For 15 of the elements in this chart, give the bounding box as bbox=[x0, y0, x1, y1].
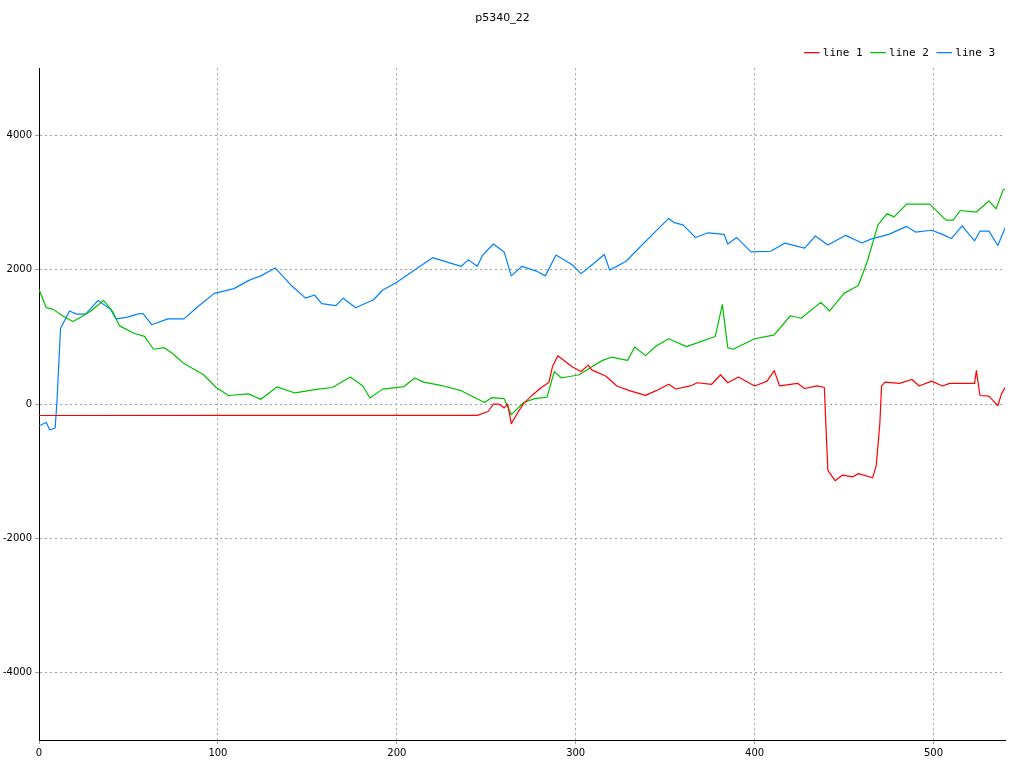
legend-label: line 1 bbox=[822, 45, 863, 59]
y-tick-label: -2000 bbox=[3, 532, 33, 544]
chart-title: p5340_22 bbox=[475, 11, 530, 25]
x-tick-label: 500 bbox=[923, 746, 943, 758]
legend-label: line 2 bbox=[889, 45, 929, 59]
y-tick-label: 2000 bbox=[6, 263, 33, 275]
x-tick-label: 100 bbox=[208, 746, 228, 758]
x-tick-label: 300 bbox=[566, 746, 586, 758]
legend-label: line 3 bbox=[955, 45, 996, 59]
x-tick-label: 0 bbox=[35, 746, 43, 758]
y-tick-label: 4000 bbox=[6, 128, 33, 140]
x-tick-label: 200 bbox=[387, 746, 407, 758]
x-tick-label: 400 bbox=[745, 746, 765, 758]
y-tick-label: -4000 bbox=[3, 666, 33, 678]
y-tick-label: 0 bbox=[25, 397, 33, 409]
